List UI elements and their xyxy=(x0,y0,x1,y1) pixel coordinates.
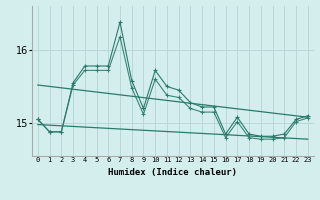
X-axis label: Humidex (Indice chaleur): Humidex (Indice chaleur) xyxy=(108,168,237,177)
